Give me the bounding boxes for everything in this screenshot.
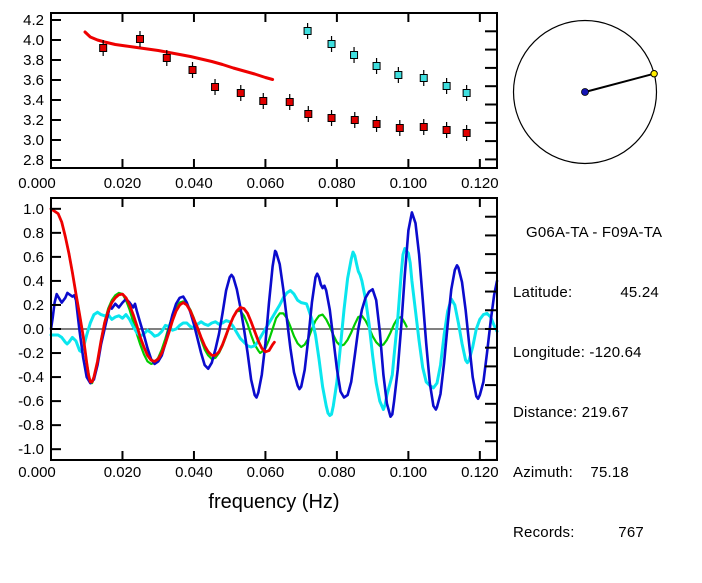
x-tick-label: 0.000 xyxy=(18,175,56,192)
x-tick-label: 0.100 xyxy=(390,464,428,481)
data-point-square xyxy=(304,110,313,118)
cyan-trace xyxy=(49,247,499,417)
y-tick-label: 0.6 xyxy=(23,249,44,266)
data-point-square xyxy=(350,51,359,59)
data-point-square xyxy=(135,35,144,43)
x-tick-label: 0.120 xyxy=(461,175,499,192)
overtone-measurements xyxy=(303,23,471,101)
x-tick-label: 0.020 xyxy=(104,464,142,481)
green-trace xyxy=(49,207,408,385)
data-point-square xyxy=(395,124,404,132)
distance-line: Distance: 219.67 xyxy=(513,404,629,421)
y-tick-label: -0.6 xyxy=(18,393,44,410)
station-pair-label: G06A-TA - F09A-TA xyxy=(526,224,663,241)
fundamental-mode-measurements xyxy=(99,31,471,141)
station-info-panel: G06A-TA - F09A-TA Latitude: 45.24 Longit… xyxy=(513,183,701,583)
y-tick-label: -0.2 xyxy=(18,345,44,362)
y-tick-label: 3.0 xyxy=(23,132,44,149)
data-point-square xyxy=(327,114,336,122)
y-tick-label: 0.0 xyxy=(23,321,44,338)
x-tick-label: 0.120 xyxy=(461,464,499,481)
correlation-plot: 0.000 0.020 0.040 0.060 0.080 0.100 0.120 -1.0 -… xyxy=(18,197,499,513)
x-axis-label: frequency (Hz) xyxy=(208,491,339,513)
data-point-square xyxy=(327,40,336,48)
plot-border xyxy=(50,12,498,169)
data-point-square xyxy=(350,116,359,124)
data-point-square xyxy=(162,54,171,62)
y-tick-label: 4.2 xyxy=(23,12,44,29)
remote-station-dot xyxy=(650,70,658,78)
data-point-square xyxy=(236,89,245,97)
compass-circle xyxy=(512,19,658,165)
y-tick-label: 0.4 xyxy=(23,273,44,290)
records-line: Records: 767 xyxy=(513,524,644,541)
data-point-square xyxy=(394,71,403,79)
x-tick-label: 0.080 xyxy=(318,175,356,192)
y-tick-label: 0.8 xyxy=(23,225,44,242)
data-point-square xyxy=(419,123,428,131)
data-point-square xyxy=(419,74,428,82)
y-tick-label: -0.4 xyxy=(18,369,44,386)
data-point-square xyxy=(372,120,381,128)
data-point-square xyxy=(303,27,312,35)
azimuth-compass xyxy=(512,19,658,165)
blue-trace xyxy=(49,211,499,419)
x-tick-label: 0.080 xyxy=(318,464,356,481)
y-tick-label: 3.2 xyxy=(23,112,44,129)
y-tick-label: -1.0 xyxy=(18,441,44,458)
red-trace xyxy=(49,207,276,384)
y-tick-label: 3.8 xyxy=(23,52,44,69)
x-tick-label: 0.020 xyxy=(104,175,142,192)
latitude-line: Latitude: 45.24 xyxy=(513,284,659,301)
y-tick-label: -0.8 xyxy=(18,417,44,434)
data-point-square xyxy=(285,98,294,106)
data-point-square xyxy=(442,126,451,134)
y-tick-label: 0.2 xyxy=(23,297,44,314)
model-dispersion-curve xyxy=(83,30,275,81)
plots-canvas: 0.000 0.020 0.040 0.060 0.080 0.100 0.120 2.8 3.… xyxy=(18,12,658,513)
y-tick-label: 4.0 xyxy=(23,32,44,49)
x-tick-label: 0.040 xyxy=(175,464,213,481)
x-tick-label: 0.000 xyxy=(18,464,56,481)
y-tick-label: 3.6 xyxy=(23,72,44,89)
data-point-square xyxy=(462,89,471,97)
dispersion-plot: 0.000 0.020 0.040 0.060 0.080 0.100 0.120 2.8 3.… xyxy=(18,12,499,192)
x-tick-label: 0.060 xyxy=(247,464,285,481)
data-point-square xyxy=(211,83,220,91)
dispersion-analysis-screen: 0.000 0.020 0.040 0.060 0.080 0.100 0.120 2.8 3.… xyxy=(18,12,663,541)
data-point-square xyxy=(462,129,471,137)
data-point-square xyxy=(188,66,197,74)
azimuth-pointer-line xyxy=(584,72,655,93)
longitude-line: Longitude: -120.64 xyxy=(513,344,642,361)
data-point-square xyxy=(99,44,108,52)
y-tick-label: 3.4 xyxy=(23,92,44,109)
x-tick-label: 0.100 xyxy=(390,175,428,192)
data-point-square xyxy=(372,62,381,70)
x-tick-label: 0.040 xyxy=(175,175,213,192)
data-point-square xyxy=(259,97,268,105)
y-tick-label: 2.8 xyxy=(23,152,44,169)
x-tick-label: 0.060 xyxy=(247,175,285,192)
azimuth-line: Azimuth: 75.18 xyxy=(513,464,629,481)
center-station-dot xyxy=(581,88,589,96)
y-tick-label: 1.0 xyxy=(23,201,44,218)
data-point-square xyxy=(442,82,451,90)
